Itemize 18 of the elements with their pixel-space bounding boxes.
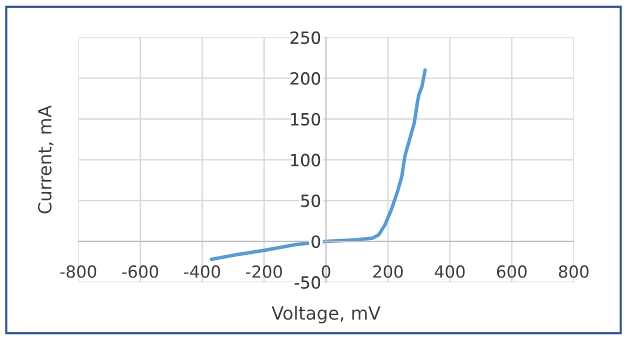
x-tick-label: 600: [497, 265, 527, 278]
y-tick-label: 200: [290, 72, 320, 85]
x-tick-label: 200: [373, 265, 403, 278]
line-series: [210, 68, 427, 262]
x-tick-label: -800: [60, 265, 96, 278]
x-tick-label: -200: [246, 265, 282, 278]
x-tick-label: 0: [322, 265, 330, 278]
y-tick-label: -50: [294, 276, 320, 289]
y-axis-title: Current, mA: [38, 105, 54, 214]
y-tick-label: 150: [291, 112, 320, 126]
y-tick-label: 50: [301, 194, 320, 208]
y-tick-label: 100: [291, 154, 320, 166]
x-tick-label: 800: [558, 265, 589, 278]
x-tick-label: -600: [122, 265, 158, 278]
x-axis-title: Voltage, mV: [272, 306, 380, 324]
y-tick-label: 250: [290, 31, 320, 44]
x-tick-label: 400: [434, 265, 465, 278]
x-tick-label: -400: [184, 265, 220, 278]
